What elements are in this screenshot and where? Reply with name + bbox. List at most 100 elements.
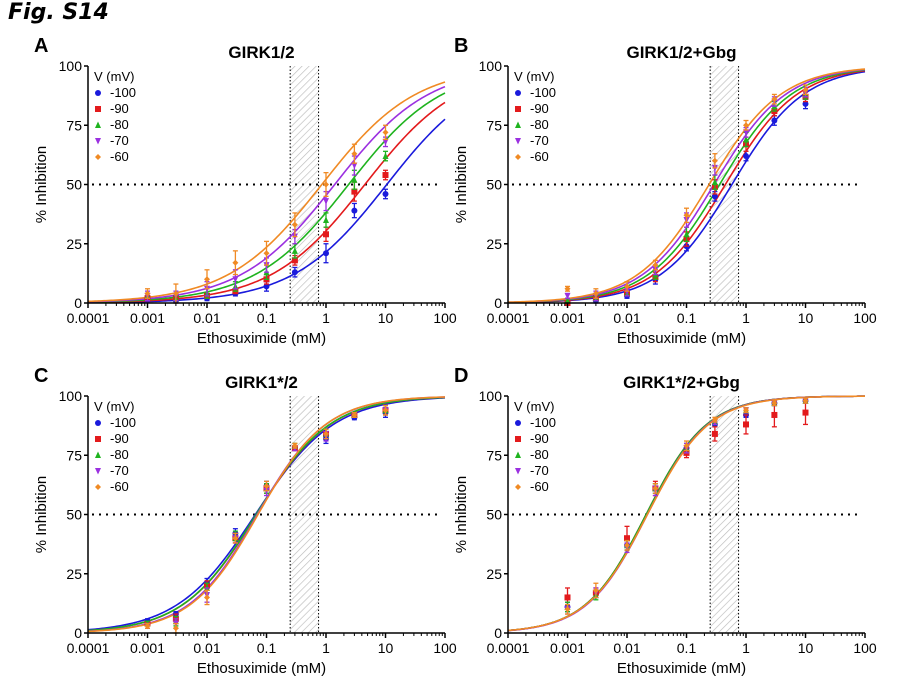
x-axis-title: Ethosuximide (mM) — [197, 660, 326, 677]
series-m80 — [144, 404, 389, 627]
series-m100 — [564, 397, 809, 613]
y-tick-label: 0 — [74, 625, 82, 641]
legend-marker — [515, 436, 521, 442]
legend-item: -70 — [515, 463, 549, 478]
y-tick-label: 100 — [59, 58, 83, 74]
y-tick-label: 50 — [486, 507, 502, 523]
legend-title: V (mV) — [94, 69, 134, 84]
series-m90 — [144, 404, 389, 627]
data-point — [683, 212, 690, 219]
data-point — [683, 442, 690, 449]
data-point — [711, 430, 718, 437]
legend-label: -90 — [530, 431, 549, 446]
legend-label: -80 — [110, 117, 129, 132]
x-tick-label: 100 — [433, 310, 457, 326]
x-tick-label: 1 — [322, 640, 330, 656]
data-point — [263, 283, 270, 290]
data-point — [683, 230, 690, 238]
legend-marker — [515, 451, 521, 458]
x-tick-label: 1 — [742, 640, 750, 656]
y-tick-label: 0 — [74, 295, 82, 311]
legend-item: -60 — [515, 149, 549, 164]
legend-marker — [95, 106, 101, 112]
data-point — [592, 587, 599, 594]
x-tick-label: 0.01 — [613, 310, 640, 326]
x-tick-label: 1 — [742, 310, 750, 326]
legend-marker — [515, 121, 521, 128]
x-tick-label: 0.01 — [193, 640, 220, 656]
data-point — [291, 257, 298, 264]
legend-item: -80 — [95, 117, 129, 132]
data-point — [351, 207, 358, 214]
panel-a: A GIRK1/2 0 25 50 75 100 0.0001 0.001 0.01 0.1 1 10 1… — [33, 35, 457, 347]
legend-label: -60 — [530, 479, 549, 494]
data-point — [144, 622, 151, 629]
panel-b: B GIRK1/2+Gbg 0 25 50 75 100 0.0001 0.001 0.01 0.1… — [453, 35, 877, 347]
data-point — [291, 247, 298, 254]
panel-title: GIRK1/2 — [228, 43, 294, 62]
series-m60 — [564, 84, 809, 299]
y-tick-label: 75 — [66, 447, 82, 463]
series-m60 — [144, 124, 389, 304]
panel-letter: A — [34, 35, 48, 57]
panel-c: C GIRK1*/2 0 25 50 75 100 0.0001 0.001 0.01 0.1 1 10… — [33, 365, 457, 677]
x-tick-label: 0.001 — [130, 310, 165, 326]
panel-letter: D — [454, 365, 468, 387]
x-tick-label: 0.0001 — [67, 310, 110, 326]
x-tick-label: 10 — [798, 640, 814, 656]
data-point — [564, 285, 571, 292]
legend-marker — [515, 106, 521, 112]
data-point — [802, 86, 809, 93]
x-tick-label: 100 — [433, 640, 457, 656]
legend-label: -70 — [110, 463, 129, 478]
legend-marker — [95, 468, 101, 475]
series-m70 — [564, 397, 809, 615]
fit-curve-m80 — [507, 395, 866, 632]
legend-item: -100 — [515, 85, 556, 100]
data-point — [382, 172, 389, 179]
fit-curve-m100 — [507, 395, 866, 632]
legend-item: -60 — [95, 479, 129, 494]
legend-marker — [515, 468, 521, 475]
panel-title: GIRK1/2+Gbg — [626, 43, 736, 62]
data-point — [263, 250, 270, 257]
series-m80 — [564, 397, 809, 613]
legend-label: -80 — [530, 447, 549, 462]
y-tick-label: 50 — [66, 507, 82, 523]
legend-label: -100 — [110, 415, 136, 430]
legend-item: -100 — [95, 415, 136, 430]
y-axis-title: % Inhibition — [453, 476, 470, 554]
legend-label: -100 — [530, 415, 556, 430]
y-axis-title: % Inhibition — [33, 146, 50, 224]
data-point — [743, 122, 749, 129]
data-point — [743, 129, 749, 136]
panel-title: GIRK1*/2+Gbg — [623, 373, 740, 392]
y-tick-label: 0 — [494, 295, 502, 311]
series-m70 — [144, 404, 389, 630]
data-point — [711, 157, 718, 164]
fit-curve-m90 — [507, 395, 866, 632]
legend: V (mV)-100-90-80-70-60 — [94, 69, 136, 164]
data-point — [624, 535, 630, 542]
legend-item: -60 — [515, 479, 549, 494]
legend-marker — [95, 154, 101, 160]
data-point — [172, 290, 179, 297]
legend-label: -60 — [530, 149, 549, 164]
legend-marker — [95, 436, 101, 442]
x-tick-label: 0.1 — [677, 310, 697, 326]
legend-marker — [95, 138, 101, 145]
data-point — [232, 535, 239, 542]
x-axis-title: Ethosuximide (mM) — [617, 660, 746, 677]
legend-marker — [515, 420, 521, 426]
data-point — [232, 259, 239, 266]
data-point — [802, 409, 809, 416]
fit-curve-m70 — [507, 68, 866, 304]
legend-item: -100 — [515, 415, 556, 430]
x-tick-label: 100 — [853, 310, 877, 326]
y-tick-label: 50 — [486, 177, 502, 193]
y-tick-label: 25 — [66, 566, 82, 582]
x-tick-label: 0.01 — [193, 310, 220, 326]
data-point — [323, 198, 329, 205]
series-m60 — [564, 397, 809, 615]
y-tick-label: 100 — [479, 58, 503, 74]
